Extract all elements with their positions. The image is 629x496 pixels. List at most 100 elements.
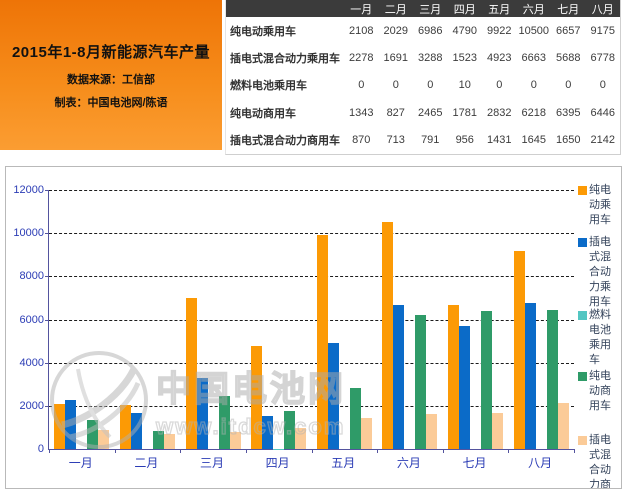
value-cell: 2142 bbox=[590, 134, 615, 147]
row-label: 纯电动乘用车 bbox=[230, 25, 296, 38]
bar bbox=[415, 314, 427, 449]
value-cell: 10 bbox=[458, 79, 471, 92]
month-column-header: 七月 bbox=[551, 0, 586, 17]
bar bbox=[557, 402, 569, 449]
legend-item: 插电式混合动力商用车 bbox=[578, 433, 613, 489]
y-axis-label: 6000 bbox=[19, 313, 44, 326]
bar-group bbox=[49, 190, 115, 449]
value-cell: 4790 bbox=[452, 24, 477, 37]
data-source: 数据来源：工信部 bbox=[67, 73, 155, 86]
y-axis-tick bbox=[45, 405, 49, 407]
month-column-header: 二月 bbox=[378, 0, 413, 17]
value-cell: 1781 bbox=[452, 106, 477, 119]
x-axis-tick bbox=[311, 449, 313, 453]
y-axis-tick bbox=[45, 319, 49, 321]
bar-group bbox=[443, 190, 509, 449]
legend-swatch bbox=[578, 311, 587, 320]
bar bbox=[349, 387, 361, 449]
bar bbox=[360, 418, 372, 449]
bar-group bbox=[246, 190, 312, 449]
value-cell: 827 bbox=[386, 106, 405, 119]
bar bbox=[196, 378, 208, 449]
value-cell: 6778 bbox=[590, 52, 615, 65]
value-cell: 1645 bbox=[521, 134, 546, 147]
value-cell: 0 bbox=[530, 79, 537, 92]
bar-group bbox=[115, 190, 181, 449]
value-cell: 713 bbox=[386, 134, 405, 147]
x-axis-tick bbox=[49, 449, 50, 453]
value-cell: 6986 bbox=[418, 24, 443, 37]
x-axis-tick bbox=[508, 449, 510, 453]
bar bbox=[218, 395, 230, 449]
bar bbox=[185, 298, 197, 449]
bar bbox=[87, 420, 99, 449]
x-axis-label: 六月 bbox=[396, 456, 421, 470]
x-axis-label: 五月 bbox=[331, 456, 356, 470]
x-axis-tick bbox=[442, 449, 444, 453]
bar-groups bbox=[49, 190, 574, 449]
value-cell: 1431 bbox=[487, 134, 512, 147]
y-axis-label: 2000 bbox=[19, 399, 44, 412]
value-cell: 2465 bbox=[418, 106, 443, 119]
value-cell: 9175 bbox=[590, 24, 615, 37]
value-cell: 1343 bbox=[349, 106, 374, 119]
value-cell: 870 bbox=[352, 134, 371, 147]
bar bbox=[251, 345, 263, 449]
month-column-header: 八月 bbox=[585, 0, 620, 17]
x-axis-label: 一月 bbox=[68, 456, 93, 470]
bar bbox=[327, 342, 339, 449]
bar-chart: 0 2000 4000 6000 8000 10000 12000 一月 二月 三月 四月 五月 六月… bbox=[5, 166, 622, 489]
y-axis-tick bbox=[45, 233, 49, 235]
bar-group bbox=[508, 190, 574, 449]
bar bbox=[295, 428, 307, 449]
y-axis-tick bbox=[45, 190, 49, 191]
bar bbox=[98, 430, 110, 449]
y-axis-label: 10000 bbox=[13, 227, 44, 240]
value-cell: 0 bbox=[392, 79, 399, 92]
legend-swatch bbox=[578, 238, 587, 247]
table-credit: 制表：中国电池网/陈语 bbox=[54, 96, 168, 109]
legend-item: 燃料电池乘用车 bbox=[578, 308, 613, 368]
value-cell: 6446 bbox=[590, 106, 615, 119]
x-axis-label: 四月 bbox=[265, 456, 290, 470]
gridline bbox=[49, 405, 574, 407]
value-cell: 0 bbox=[565, 79, 572, 92]
value-cell: 6663 bbox=[521, 52, 546, 65]
legend-label: 燃料电池乘用车 bbox=[589, 309, 611, 366]
row-label: 纯电动商用车 bbox=[230, 107, 296, 120]
legend-item: 插电式混合动力乘用车 bbox=[578, 235, 613, 310]
legend-label: 纯电动商用车 bbox=[589, 370, 611, 412]
legend-label: 插电式混合动力商用车 bbox=[589, 434, 611, 489]
value-cell: 4923 bbox=[487, 52, 512, 65]
legend: 纯电动乘用车插电式混合动力乘用车燃料电池乘用车纯电动商用车插电式混合动力商用车 bbox=[578, 167, 620, 488]
gridline bbox=[49, 319, 574, 321]
bar bbox=[284, 410, 296, 449]
legend-item: 纯电动乘用车 bbox=[578, 183, 613, 228]
x-axis-tick bbox=[114, 449, 116, 453]
x-axis: 一月 二月 三月 四月 五月 六月 七月 八月 bbox=[48, 454, 573, 471]
legend-item: 纯电动商用车 bbox=[578, 369, 613, 414]
x-axis-label: 三月 bbox=[200, 456, 225, 470]
bar bbox=[448, 305, 460, 449]
value-cell: 3288 bbox=[418, 52, 443, 65]
y-axis-label: 12000 bbox=[13, 184, 44, 196]
bar-group bbox=[312, 190, 378, 449]
value-cell: 9922 bbox=[487, 24, 512, 37]
bar bbox=[163, 433, 175, 449]
value-cell: 0 bbox=[496, 79, 503, 92]
x-axis-label: 七月 bbox=[462, 456, 487, 470]
table-corner-cell bbox=[226, 0, 344, 17]
x-axis-tick bbox=[180, 449, 182, 453]
value-cell: 1523 bbox=[452, 52, 477, 65]
x-axis-tick bbox=[377, 449, 379, 453]
x-axis-label: 八月 bbox=[528, 456, 553, 470]
row-label: 燃料电池乘用车 bbox=[230, 80, 307, 93]
month-column-header: 六月 bbox=[516, 0, 551, 17]
bar bbox=[229, 431, 241, 449]
value-cell: 6218 bbox=[521, 106, 546, 119]
value-cell: 791 bbox=[421, 134, 440, 147]
value-cell: 2029 bbox=[383, 24, 408, 37]
row-label: 插电式混合动力乘用车 bbox=[230, 53, 340, 66]
legend-swatch bbox=[578, 186, 587, 195]
y-axis-tick bbox=[45, 276, 49, 278]
